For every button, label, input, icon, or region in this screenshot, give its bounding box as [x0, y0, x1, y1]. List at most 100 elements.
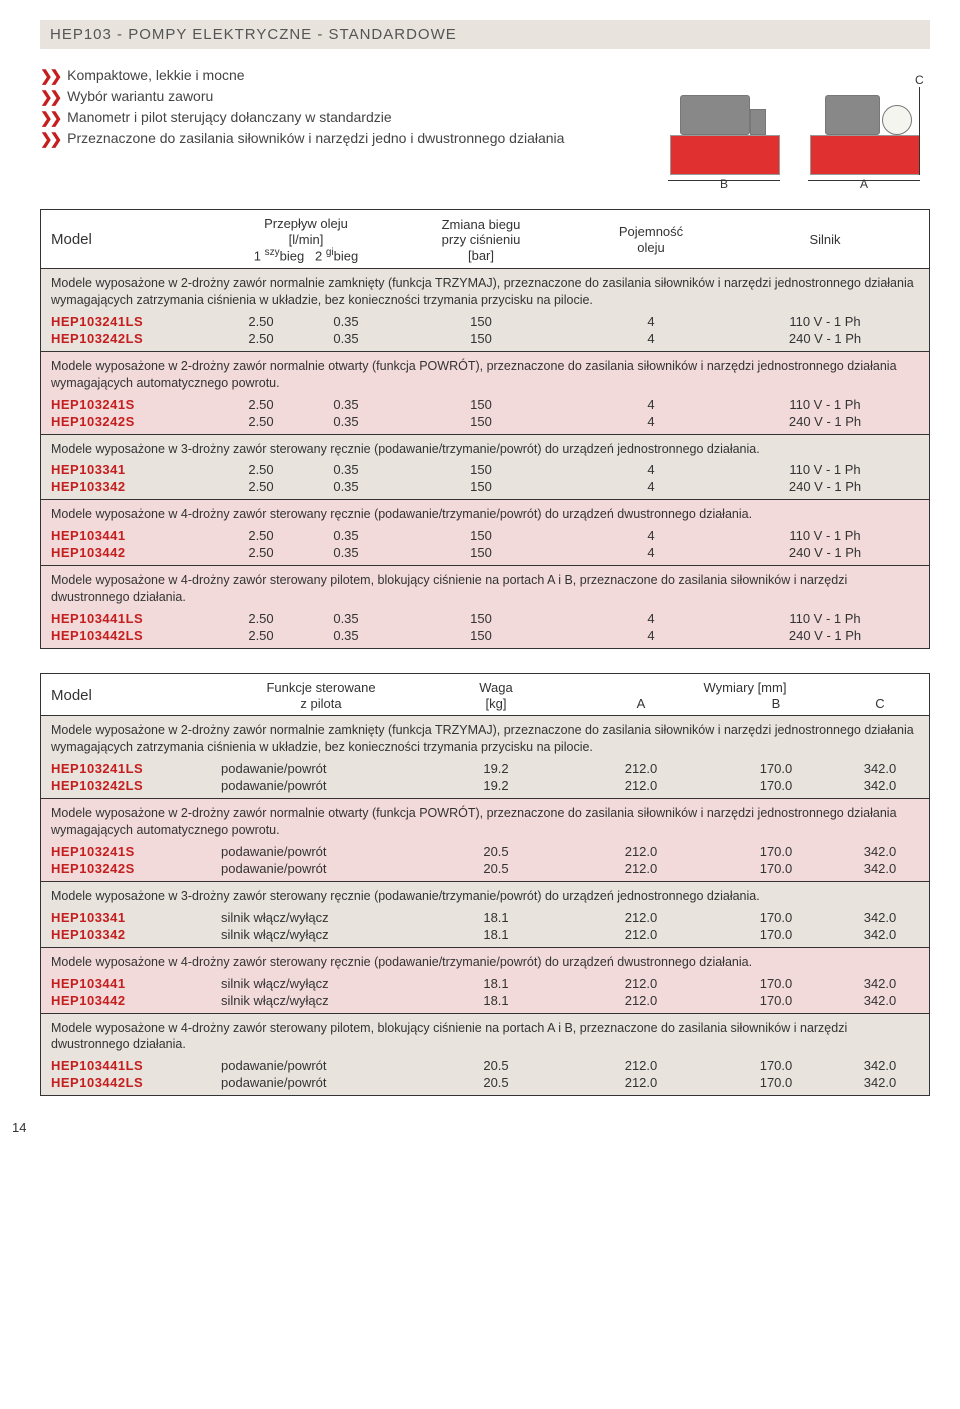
table2-header: Model Funkcje sterowane z pilota Waga [k…	[41, 674, 929, 715]
cell-oil: 4	[571, 479, 731, 494]
table-section: Modele wyposażone w 2-drożny zawór norma…	[41, 798, 929, 881]
spec-table-1: Model Przepływ oleju [l/min] 1 szybieg 2…	[40, 209, 930, 649]
cell-dim-b: 170.0	[711, 778, 841, 793]
cell-dim-c: 342.0	[841, 927, 919, 942]
cell-flow1: 2.50	[221, 611, 301, 626]
cell-model: HEP103441LS	[51, 611, 221, 626]
data-row: HEP103442LSpodawanie/powrót20.5212.0170.…	[41, 1074, 929, 1091]
cell-flow1: 2.50	[221, 414, 301, 429]
cell-flow2: 0.35	[301, 414, 391, 429]
cell-dim-b: 170.0	[711, 927, 841, 942]
cell-func: podawanie/powrót	[221, 861, 421, 876]
cell-weight: 20.5	[421, 844, 571, 859]
cell-dim-a: 212.0	[571, 778, 711, 793]
cell-model: HEP103242LS	[51, 331, 221, 346]
cell-motor: 240 V - 1 Ph	[731, 414, 919, 429]
th-model: Model	[51, 231, 221, 249]
cell-model: HEP103241S	[51, 844, 221, 859]
cell-oil: 4	[571, 414, 731, 429]
feature-item: ❯❯Przeznaczone do zasilania siłowników i…	[40, 130, 620, 148]
cell-model: HEP103441	[51, 528, 221, 543]
cell-oil: 4	[571, 528, 731, 543]
table-section: Modele wyposażone w 3-drożny zawór stero…	[41, 881, 929, 947]
feature-list: ❯❯Kompaktowe, lekkie i mocne❯❯Wybór wari…	[40, 63, 620, 193]
cell-flow1: 2.50	[221, 331, 301, 346]
section-desc: Modele wyposażone w 2-drożny zawór norma…	[41, 352, 929, 396]
cell-gear: 150	[391, 314, 571, 329]
cell-motor: 110 V - 1 Ph	[731, 314, 919, 329]
cell-model: HEP103241S	[51, 397, 221, 412]
data-row: HEP103242LSpodawanie/powrót19.2212.0170.…	[41, 777, 929, 794]
table-section: Modele wyposażone w 2-drożny zawór norma…	[41, 715, 929, 798]
data-row: HEP103441silnik włącz/wyłącz18.1212.0170…	[41, 975, 929, 992]
cell-model: HEP103442LS	[51, 628, 221, 643]
th2-func: Funkcje sterowane z pilota	[221, 680, 421, 711]
section-desc: Modele wyposażone w 4-drożny zawór stero…	[41, 500, 929, 527]
cell-weight: 18.1	[421, 910, 571, 925]
table-section: Modele wyposażone w 2-drożny zawór norma…	[41, 268, 929, 351]
cell-flow2: 0.35	[301, 331, 391, 346]
cell-func: silnik włącz/wyłącz	[221, 910, 421, 925]
section-desc: Modele wyposażone w 3-drożny zawór stero…	[41, 882, 929, 909]
data-row: HEP103442silnik włącz/wyłącz18.1212.0170…	[41, 992, 929, 1009]
cell-model: HEP103241LS	[51, 314, 221, 329]
cell-oil: 4	[571, 628, 731, 643]
section-desc: Modele wyposażone w 4-drożny zawór stero…	[41, 948, 929, 975]
cell-dim-b: 170.0	[711, 1075, 841, 1090]
cell-model: HEP103441LS	[51, 1058, 221, 1073]
cell-flow1: 2.50	[221, 462, 301, 477]
data-row: HEP1034412.500.351504110 V - 1 Ph	[41, 527, 929, 544]
cell-dim-c: 342.0	[841, 844, 919, 859]
feature-text: Manometr i pilot sterujący dołanczany w …	[67, 109, 392, 125]
cell-flow2: 0.35	[301, 314, 391, 329]
cell-model: HEP103442	[51, 545, 221, 560]
chevron-icon: ❯❯	[40, 67, 59, 85]
cell-model: HEP103442LS	[51, 1075, 221, 1090]
cell-dim-c: 342.0	[841, 993, 919, 1008]
cell-flow1: 2.50	[221, 528, 301, 543]
cell-motor: 110 V - 1 Ph	[731, 611, 919, 626]
cell-dim-c: 342.0	[841, 976, 919, 991]
th2-model: Model	[51, 687, 221, 705]
cell-dim-c: 342.0	[841, 778, 919, 793]
cell-dim-c: 342.0	[841, 1075, 919, 1090]
th2-dims: Wymiary [mm] A B C	[571, 680, 919, 711]
cell-gear: 150	[391, 414, 571, 429]
cell-motor: 110 V - 1 Ph	[731, 528, 919, 543]
cell-model: HEP103241LS	[51, 761, 221, 776]
cell-dim-a: 212.0	[571, 1075, 711, 1090]
section-desc: Modele wyposażone w 4-drożny zawór stero…	[41, 1014, 929, 1058]
cell-func: silnik włącz/wyłącz	[221, 927, 421, 942]
cell-dim-c: 342.0	[841, 861, 919, 876]
cell-weight: 20.5	[421, 1075, 571, 1090]
data-row: HEP103242LS2.500.351504240 V - 1 Ph	[41, 330, 929, 347]
cell-dim-c: 342.0	[841, 761, 919, 776]
data-row: HEP103342silnik włącz/wyłącz18.1212.0170…	[41, 926, 929, 943]
cell-model: HEP103441	[51, 976, 221, 991]
cell-flow2: 0.35	[301, 528, 391, 543]
section-desc: Modele wyposażone w 3-drożny zawór stero…	[41, 435, 929, 462]
table-section: Modele wyposażone w 4-drożny zawór stero…	[41, 947, 929, 1013]
th-oil: Pojemność oleju	[571, 224, 731, 255]
cell-gear: 150	[391, 611, 571, 626]
cell-dim-a: 212.0	[571, 910, 711, 925]
cell-gear: 150	[391, 545, 571, 560]
th-flow: Przepływ oleju [l/min] 1 szybieg 2 gibie…	[221, 216, 391, 264]
cell-flow2: 0.35	[301, 479, 391, 494]
data-row: HEP103241LS2.500.351504110 V - 1 Ph	[41, 313, 929, 330]
cell-gear: 150	[391, 628, 571, 643]
cell-motor: 110 V - 1 Ph	[731, 397, 919, 412]
cell-flow2: 0.35	[301, 462, 391, 477]
page-number: 14	[12, 1120, 930, 1135]
cell-flow1: 2.50	[221, 628, 301, 643]
data-row: HEP1033412.500.351504110 V - 1 Ph	[41, 461, 929, 478]
table-section: Modele wyposażone w 3-drożny zawór stero…	[41, 434, 929, 500]
feature-text: Kompaktowe, lekkie i mocne	[67, 67, 244, 83]
section-desc: Modele wyposażone w 2-drożny zawór norma…	[41, 716, 929, 760]
cell-dim-c: 342.0	[841, 910, 919, 925]
cell-dim-b: 170.0	[711, 993, 841, 1008]
cell-weight: 20.5	[421, 861, 571, 876]
cell-dim-b: 170.0	[711, 761, 841, 776]
table-section: Modele wyposażone w 2-drożny zawór norma…	[41, 351, 929, 434]
cell-model: HEP103242S	[51, 861, 221, 876]
